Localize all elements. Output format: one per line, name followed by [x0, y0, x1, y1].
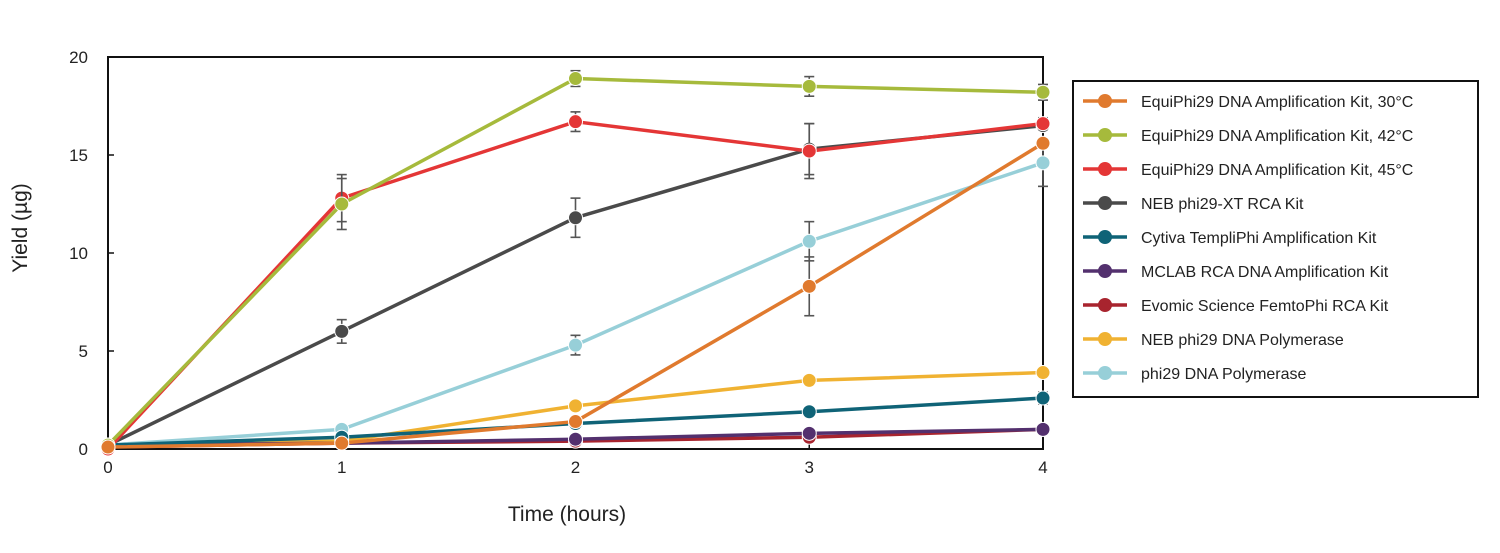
data-point [568, 398, 583, 414]
legend-item: EquiPhi29 DNA Amplification Kit, 45°C [1083, 162, 1413, 179]
legend-swatch-marker [1098, 264, 1112, 278]
data-point [801, 425, 817, 441]
legend-label: NEB phi29-XT RCA Kit [1141, 196, 1304, 213]
legend: EquiPhi29 DNA Amplification Kit, 30°C Equ… [1072, 80, 1479, 398]
data-point [568, 337, 583, 353]
x-tick-label: 0 [103, 458, 112, 477]
data-point [334, 323, 350, 339]
data-point [801, 372, 817, 388]
data-point [801, 233, 817, 249]
legend-label: Evomic Science FemtoPhi RCA Kit [1141, 298, 1389, 315]
data-point [568, 431, 583, 447]
y-tick-label: 15 [69, 146, 88, 165]
data-point [1035, 421, 1051, 437]
legend-items: EquiPhi29 DNA Amplification Kit, 30°C Equ… [1083, 94, 1413, 383]
legend-label: EquiPhi29 DNA Amplification Kit, 42°C [1141, 128, 1413, 145]
x-tick-label: 2 [571, 458, 580, 477]
x-tick-label: 1 [337, 458, 346, 477]
x-tick-label: 4 [1038, 458, 1047, 477]
legend-item: MCLAB RCA DNA Amplification Kit [1083, 264, 1389, 281]
series-1 [100, 135, 1051, 455]
y-tick-label: 0 [79, 440, 88, 459]
data-point [568, 210, 583, 226]
legend-swatch-marker [1098, 332, 1112, 346]
data-point [1035, 390, 1051, 406]
series-layer [100, 69, 1051, 457]
y-tick-label: 5 [79, 342, 88, 361]
legend-item: EquiPhi29 DNA Amplification Kit, 30°C [1083, 94, 1413, 111]
data-point [1035, 155, 1051, 171]
data-point [334, 435, 350, 451]
legend-label: EquiPhi29 DNA Amplification Kit, 30°C [1141, 94, 1413, 111]
y-tick-label: 20 [69, 48, 88, 67]
data-point [1035, 116, 1051, 132]
legend-box [1072, 80, 1479, 398]
legend-swatch-marker [1098, 366, 1112, 380]
data-point [568, 71, 583, 87]
legend-item: phi29 DNA Polymerase [1083, 366, 1307, 383]
legend-item: Cytiva TempliPhi Amplification Kit [1083, 230, 1377, 247]
data-point [801, 78, 817, 94]
data-point [801, 404, 817, 420]
x-tick-label: 3 [805, 458, 814, 477]
data-point [100, 439, 116, 455]
data-point [1035, 84, 1051, 100]
legend-swatch-marker [1098, 94, 1112, 108]
y-axis-title: Yield (µg) [9, 183, 32, 273]
legend-item: EquiPhi29 DNA Amplification Kit, 42°C [1083, 128, 1413, 145]
y-tick-label: 10 [69, 244, 88, 263]
legend-item: Evomic Science FemtoPhi RCA Kit [1083, 298, 1389, 315]
legend-swatch-marker [1098, 162, 1112, 176]
legend-swatch-marker [1098, 298, 1112, 312]
legend-swatch-marker [1098, 230, 1112, 244]
legend-item: NEB phi29-XT RCA Kit [1083, 196, 1304, 213]
legend-label: NEB phi29 DNA Polymerase [1141, 332, 1344, 349]
data-point [334, 196, 350, 212]
data-point [801, 278, 817, 294]
legend-label: Cytiva TempliPhi Amplification Kit [1141, 230, 1377, 247]
data-point [568, 414, 583, 430]
legend-label: MCLAB RCA DNA Amplification Kit [1141, 264, 1389, 281]
data-point [801, 143, 817, 159]
legend-swatch-marker [1098, 196, 1112, 210]
x-axis-title: Time (hours) [508, 503, 626, 526]
legend-label: EquiPhi29 DNA Amplification Kit, 45°C [1141, 162, 1413, 179]
data-point [1035, 365, 1051, 381]
legend-item: NEB phi29 DNA Polymerase [1083, 332, 1344, 349]
legend-label: phi29 DNA Polymerase [1141, 366, 1307, 383]
data-point [568, 114, 583, 130]
legend-swatch-marker [1098, 128, 1112, 142]
data-point [1035, 135, 1051, 151]
